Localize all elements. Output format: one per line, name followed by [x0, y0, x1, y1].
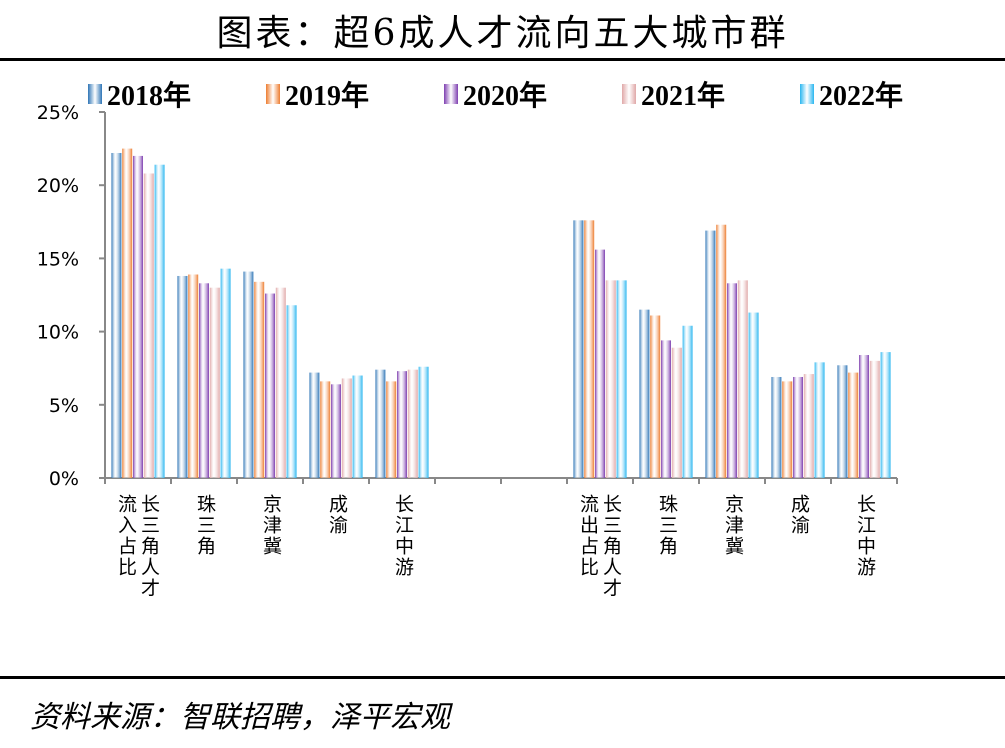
bar-2021年	[143, 173, 154, 478]
x-tick-label: 长江中游	[854, 494, 876, 578]
bar-2019年	[848, 372, 859, 478]
bar-2019年	[386, 381, 397, 478]
bar-2021年	[605, 280, 616, 478]
bar-2021年	[209, 287, 220, 478]
bar-2020年	[859, 355, 869, 478]
bar-2018年	[243, 271, 254, 478]
bar-2020年	[199, 283, 209, 478]
bar-2019年	[584, 220, 595, 478]
footer-divider	[0, 676, 1005, 679]
legend-item: 2018年	[88, 74, 266, 114]
bar-2021年	[275, 287, 286, 478]
bar-2022年	[616, 280, 627, 478]
legend-swatch	[444, 84, 458, 104]
y-tick-label: 25%	[37, 102, 79, 124]
legend-swatch	[622, 84, 636, 104]
bar-2018年	[177, 275, 188, 478]
legend-item: 2021年	[622, 74, 800, 114]
legend-item: 2022年	[800, 74, 978, 114]
bar-2018年	[111, 152, 122, 478]
source-note: 资料来源：智联招聘，泽平宏观	[30, 700, 450, 735]
plot-area: 0% 5% 10% 15% 20% 25%	[37, 102, 898, 490]
bar-2021年	[407, 369, 418, 478]
x-tick-label: 京津冀	[722, 494, 744, 557]
legend-swatch	[266, 84, 280, 104]
bar-2018年	[837, 365, 848, 478]
bar-2021年	[803, 374, 814, 478]
x-tick-label: 珠三角	[194, 494, 216, 557]
bar-2018年	[639, 309, 650, 478]
bar-2021年	[671, 347, 682, 478]
bar-2020年	[661, 340, 671, 478]
bar-2021年	[869, 360, 880, 478]
legend-label: 2020年	[463, 81, 548, 112]
bar-2020年	[595, 249, 605, 478]
bar-2019年	[188, 274, 199, 478]
bar-2022年	[814, 362, 825, 478]
y-tick-label: 15%	[37, 248, 79, 270]
bar-2018年	[375, 369, 386, 478]
x-tick-label: 成渝	[326, 494, 348, 536]
bar-2022年	[220, 268, 231, 478]
chart-title: 图表：超6成人才流向五大城市群	[216, 13, 789, 54]
bar-2019年	[650, 315, 661, 478]
x-tick-label: 长三角人才流入占比	[115, 494, 160, 599]
legend-label: 2018年	[107, 81, 192, 112]
bar-2020年	[331, 384, 341, 478]
y-tick-label: 5%	[49, 395, 79, 417]
x-tick-label: 京津冀	[260, 494, 282, 557]
title-divider	[0, 58, 1005, 61]
legend: 2018年 2019年 2020年 2021年 2022年	[88, 74, 978, 114]
bar-2020年	[397, 371, 407, 478]
bar-2021年	[737, 280, 748, 478]
bar-2022年	[286, 305, 297, 478]
bar-2022年	[418, 366, 429, 478]
x-tick-label: 珠三角	[656, 494, 678, 557]
x-tick-label: 长三角人才流出占比	[577, 494, 622, 599]
legend-label: 2022年	[819, 81, 904, 112]
legend-item: 2020年	[444, 74, 622, 114]
legend-swatch	[800, 84, 814, 104]
bar-2022年	[154, 164, 165, 479]
bar-2018年	[705, 230, 716, 478]
bar-2019年	[122, 148, 133, 478]
bar-2019年	[320, 381, 331, 478]
bar-2021年	[341, 378, 352, 478]
y-tick-label: 0%	[49, 468, 79, 490]
x-tick-label: 长江中游	[392, 494, 414, 578]
bar-2018年	[309, 372, 320, 478]
bar-2020年	[727, 283, 737, 478]
bar-2020年	[793, 376, 803, 478]
bar-2019年	[254, 281, 265, 478]
x-tick-label: 成渝	[788, 494, 810, 536]
bar-2022年	[682, 325, 693, 478]
legend-item: 2019年	[266, 74, 444, 114]
bar-2018年	[573, 220, 584, 478]
bar-2019年	[782, 381, 793, 478]
y-tick-label: 20%	[37, 175, 79, 197]
bar-2022年	[352, 375, 363, 478]
legend-label: 2021年	[641, 81, 726, 112]
bar-2018年	[771, 376, 782, 478]
bar-2019年	[716, 224, 727, 478]
bar-2022年	[880, 352, 891, 478]
legend-swatch	[88, 84, 102, 104]
bar-2022年	[748, 312, 759, 478]
y-tick-label: 10%	[37, 322, 79, 344]
bar-2020年	[265, 293, 275, 478]
legend-label: 2019年	[285, 81, 370, 112]
bar-2020年	[133, 155, 143, 479]
